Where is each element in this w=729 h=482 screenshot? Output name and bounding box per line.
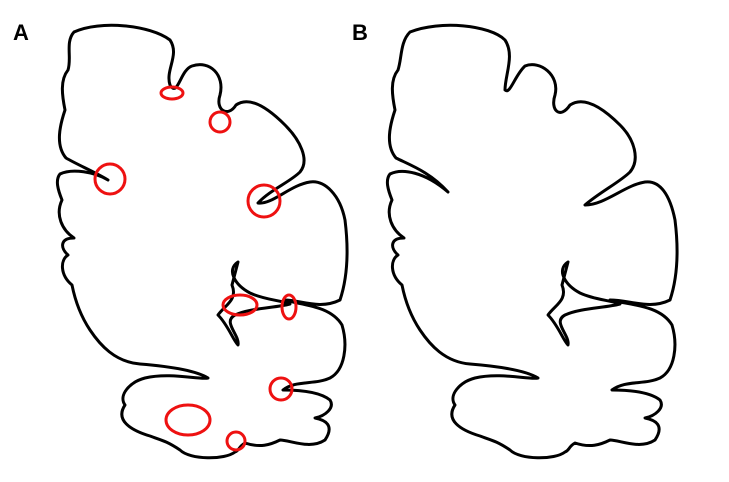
circled-region-1: [159, 85, 185, 101]
panel-b-brain-outline: [385, 23, 679, 460]
panel-a-brain-outline: [55, 23, 349, 460]
circled-region-8: [164, 403, 212, 437]
panel-b-sulcus-inner: [546, 260, 622, 347]
panel-a-label: A: [13, 20, 29, 45]
circled-region-7: [268, 376, 294, 402]
panel-b-label: B: [352, 20, 368, 45]
panel-a-sulcus-inner: [216, 260, 292, 347]
circled-region-4: [246, 183, 282, 219]
panel-a: A: [13, 20, 349, 460]
circled-region-3: [93, 162, 127, 196]
panel-a-circled-regions: [93, 85, 298, 452]
panel-b: B: [352, 20, 679, 460]
circled-region-2: [208, 110, 232, 134]
circled-region-6: [280, 293, 298, 321]
circled-region-9: [225, 430, 247, 452]
circled-region-5: [221, 293, 259, 317]
